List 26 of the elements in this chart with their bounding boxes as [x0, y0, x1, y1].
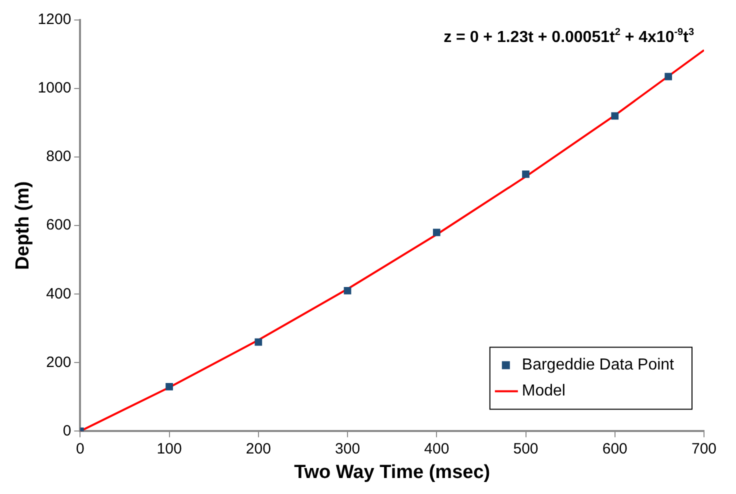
- y-tick-label: 800: [46, 148, 72, 166]
- x-tick-label: 300: [335, 440, 360, 458]
- point: [611, 112, 619, 120]
- point: [344, 287, 352, 294]
- legend-label: Model: [522, 382, 566, 400]
- y-axis-title: Depth (m): [12, 181, 34, 270]
- point: [522, 170, 530, 178]
- point: [664, 72, 672, 80]
- x-tick-label: 500: [513, 440, 538, 458]
- x-tick-label: 100: [156, 440, 182, 458]
- y-tick-label: 1000: [38, 80, 72, 97]
- y-tick-label: 400: [46, 285, 72, 302]
- x-tick-label: 600: [602, 440, 628, 458]
- y-tick-label: 1200: [38, 11, 72, 28]
- x-tick-label: 200: [246, 440, 271, 458]
- x-tick-label: 700: [691, 440, 717, 458]
- y-tick-label: 200: [46, 354, 72, 371]
- legend-label: Bargeddie Data Point: [522, 356, 675, 374]
- x-tick-label: 400: [424, 440, 450, 458]
- x-tick-label: 0: [76, 440, 84, 458]
- point: [432, 228, 440, 236]
- point: [254, 338, 262, 346]
- point: [166, 382, 173, 390]
- x-axis-title: Two Way Time (msec): [294, 462, 490, 483]
- y-tick-label: 0: [62, 422, 72, 440]
- y-tick-label: 600: [46, 216, 72, 234]
